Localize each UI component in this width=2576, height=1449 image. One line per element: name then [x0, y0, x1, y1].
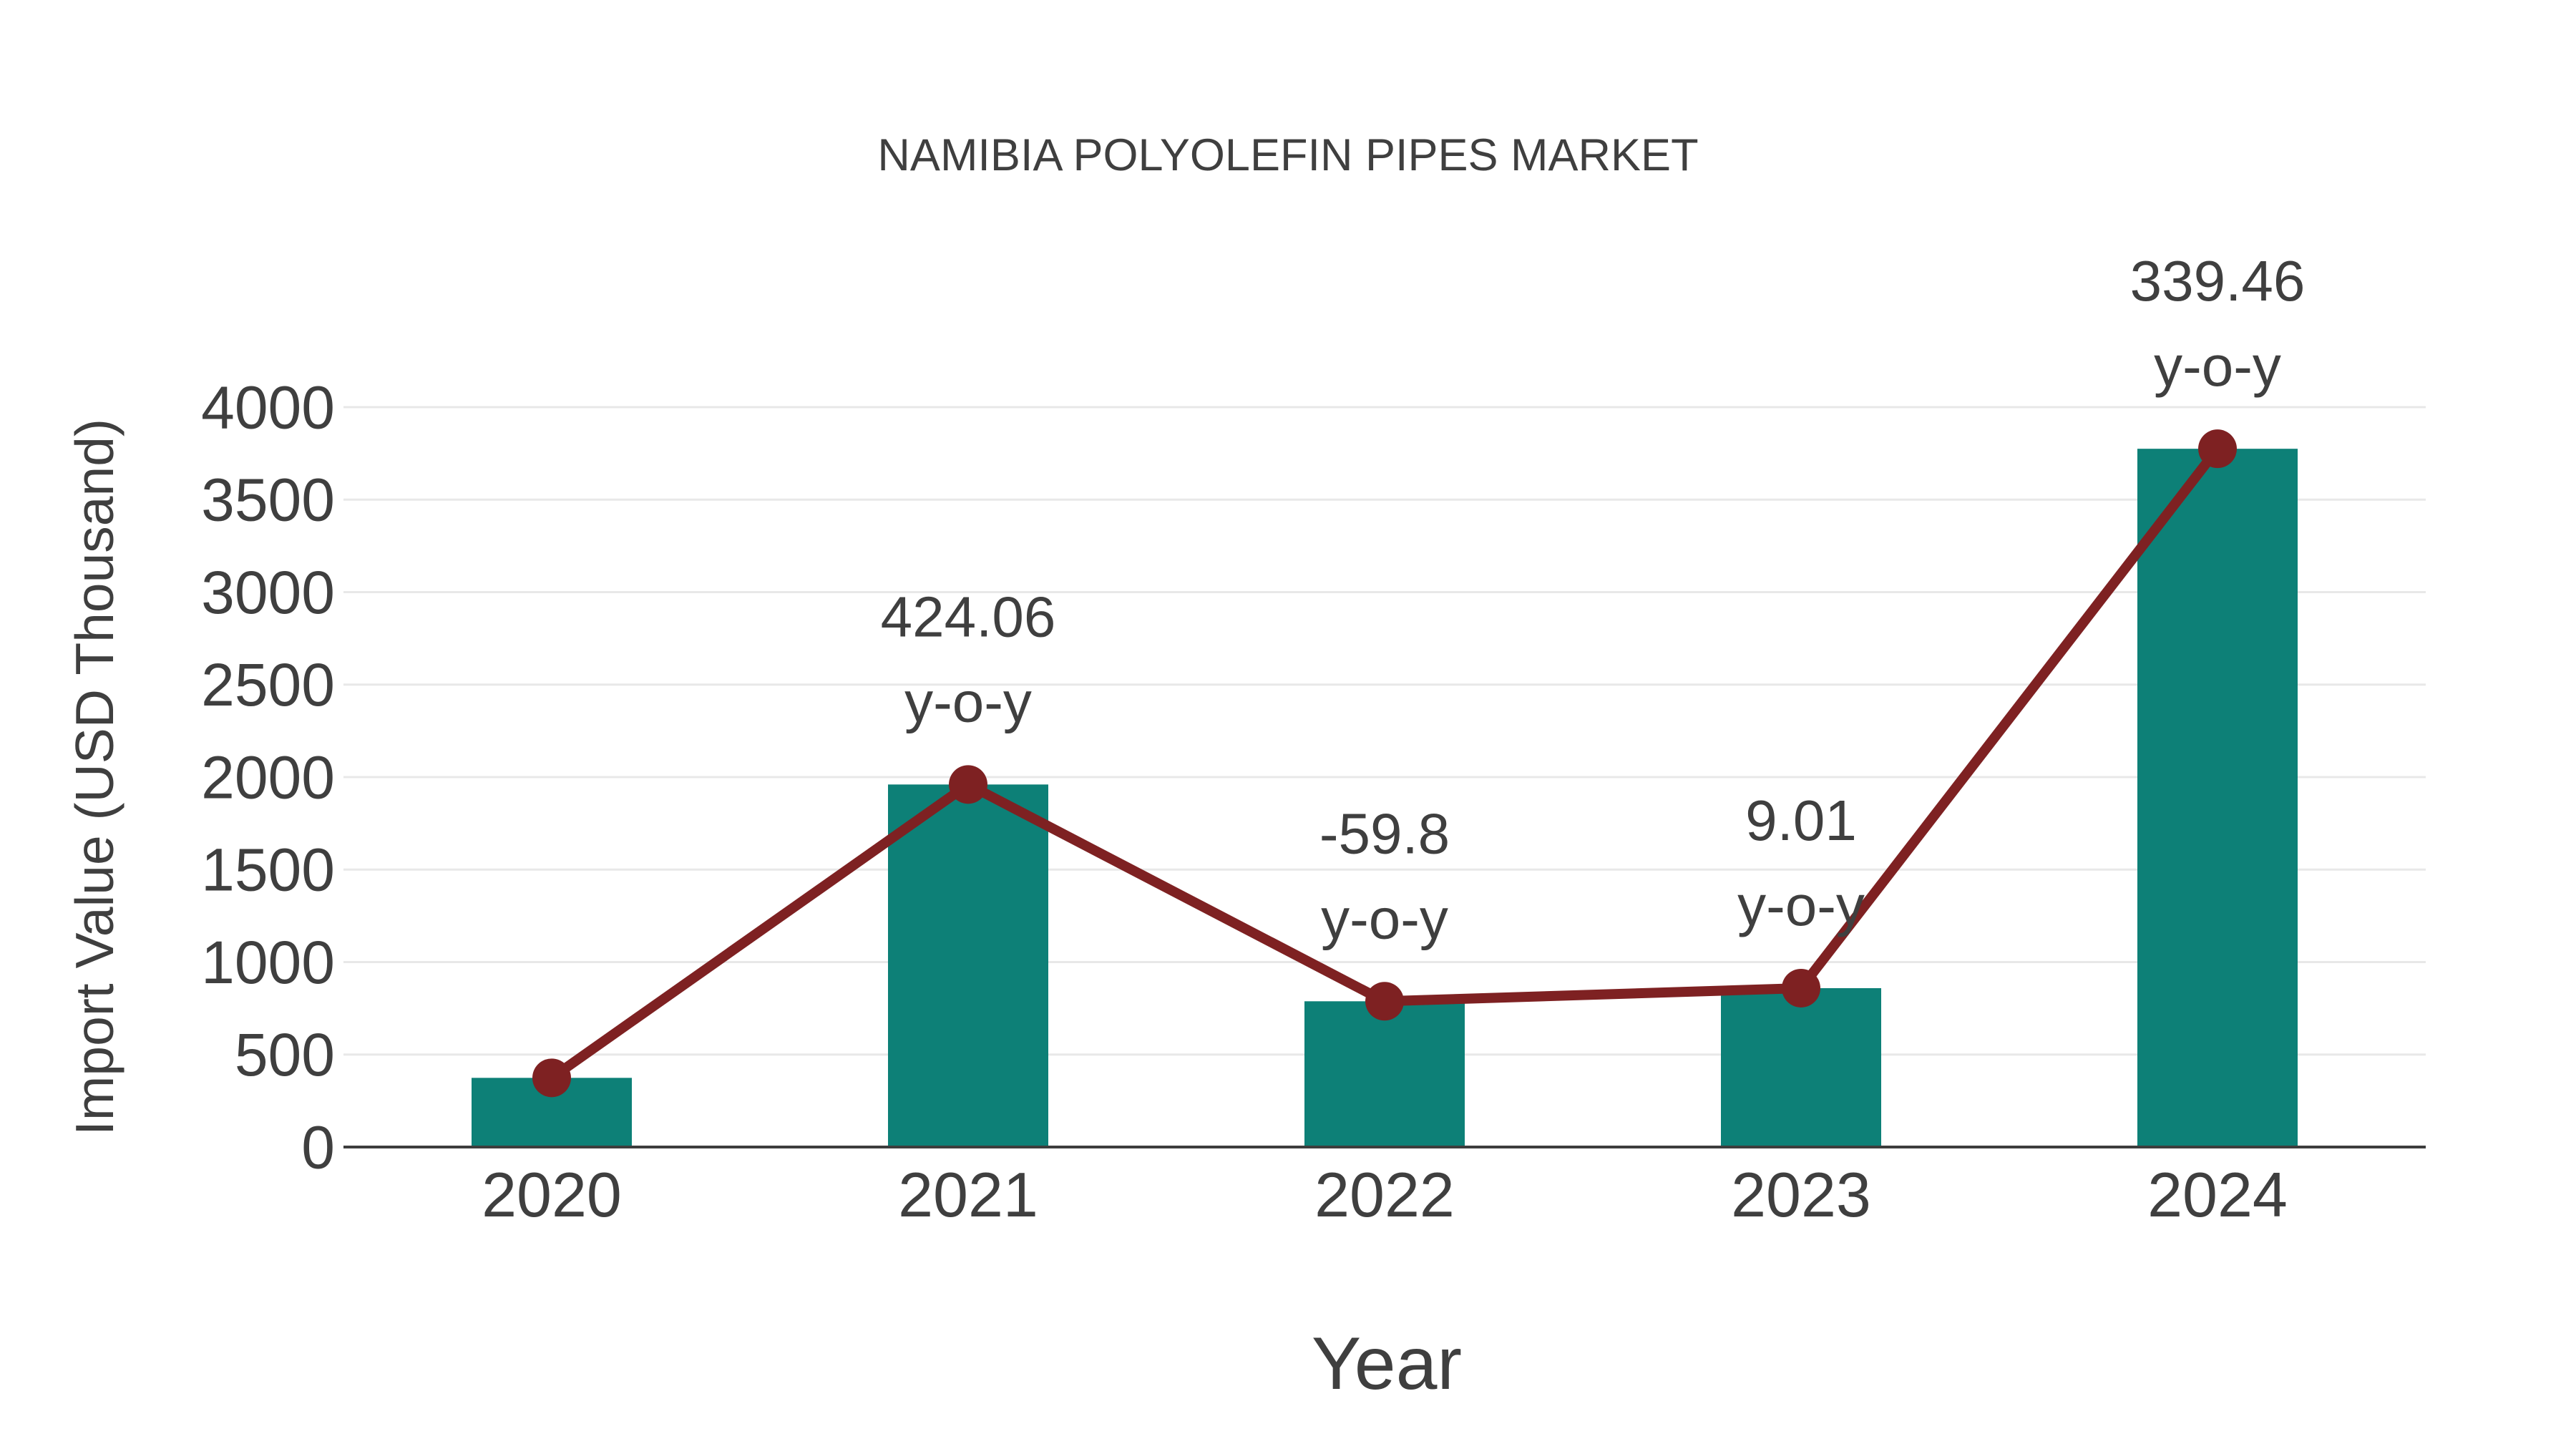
y-tick-label: 0	[301, 1113, 335, 1181]
annotation-2024-value: 339.46	[2130, 249, 2306, 313]
x-tick-label: 2020	[482, 1159, 622, 1230]
y-axis-title: Import Value (USD Thousand)	[64, 419, 125, 1136]
bar-2023	[1721, 987, 1881, 1147]
bar-2021	[888, 784, 1048, 1147]
y-tick-label: 4000	[201, 374, 335, 441]
y-tick-label: 1000	[201, 929, 335, 996]
annotation-2024-yoy: y-o-y	[2154, 334, 2281, 398]
bar-2022	[1304, 1001, 1465, 1147]
annotation-2023-yoy: y-o-y	[1737, 874, 1865, 937]
marker-2022	[1365, 982, 1404, 1021]
x-tick-label: 2023	[1731, 1159, 1871, 1230]
tick-labels-layer: 0 500 1000 1500 2000 2500 3000 3500 4000 2020 2021…	[201, 374, 2288, 1230]
bars-layer	[472, 449, 2298, 1147]
annotation-2022-value: -59.8	[1319, 801, 1450, 865]
annotation-2022-yoy: y-o-y	[1321, 887, 1448, 950]
line-series-layer	[532, 429, 2237, 1098]
x-tick-label: 2022	[1314, 1159, 1455, 1230]
y-tick-label: 1500	[201, 836, 335, 904]
annotations-layer: 424.06 y-o-y -59.8 y-o-y 9.01 y-o-y 339.46 y-o-…	[881, 249, 2306, 950]
x-tick-label: 2021	[898, 1159, 1038, 1230]
x-tick-label: 2024	[2147, 1159, 2288, 1230]
chart-title: NAMIBIA POLYOLEFIN PIPES MARKET	[877, 130, 1698, 180]
y-tick-label: 3500	[201, 467, 335, 534]
y-tick-label: 3000	[201, 559, 335, 626]
y-tick-label: 500	[235, 1021, 335, 1088]
marker-2023	[1782, 968, 1820, 1008]
bar-2024	[2137, 449, 2298, 1147]
y-tick-label: 2000	[201, 743, 335, 811]
marker-2020	[532, 1058, 571, 1098]
marker-2024	[2198, 429, 2237, 469]
x-axis-title: Year	[1312, 1322, 1462, 1405]
annotation-2021-value: 424.06	[881, 585, 1056, 648]
gridlines-layer	[343, 406, 2426, 1056]
annotation-2023-value: 9.01	[1745, 789, 1857, 852]
marker-2021	[949, 765, 987, 804]
y-tick-label: 2500	[201, 651, 335, 718]
annotation-2021-yoy: y-o-y	[904, 670, 1032, 733]
